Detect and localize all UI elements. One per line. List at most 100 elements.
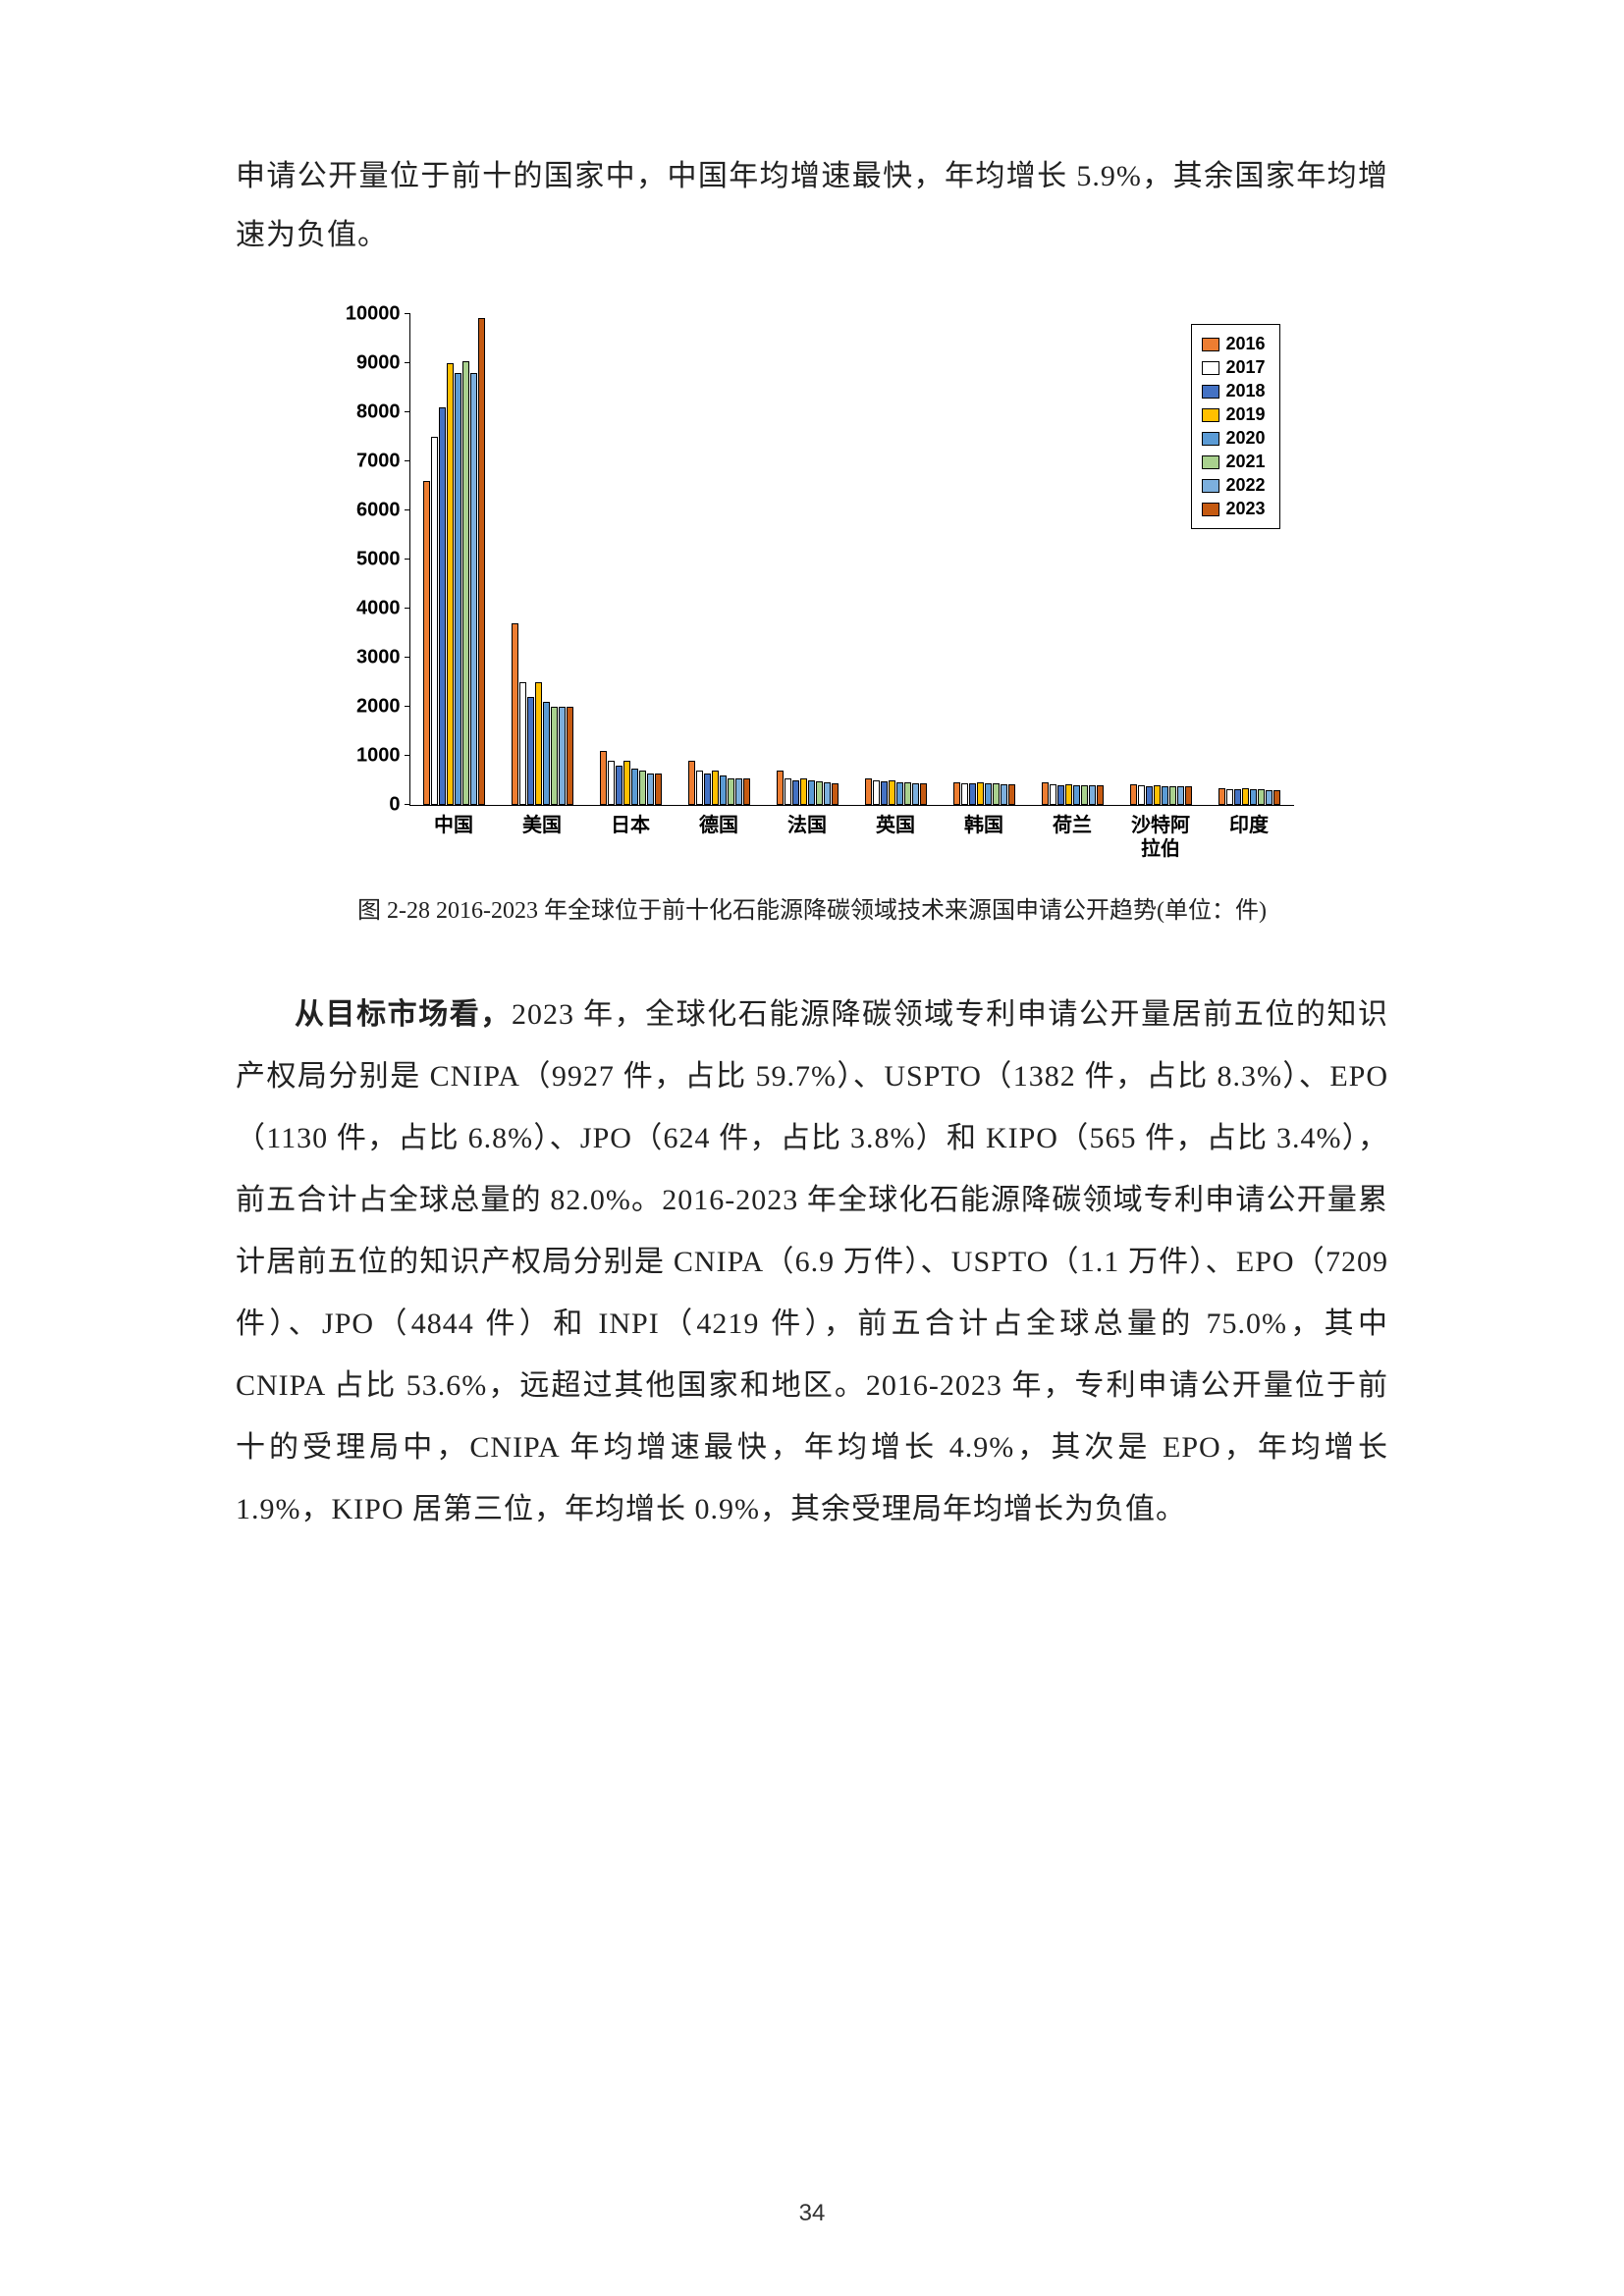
legend-label: 2020	[1225, 428, 1265, 449]
bar	[1154, 785, 1161, 805]
legend-label: 2021	[1225, 452, 1265, 472]
bar	[655, 774, 662, 806]
bar-group	[676, 314, 764, 805]
bar	[688, 761, 695, 805]
bar	[993, 783, 1000, 805]
bar	[1081, 785, 1088, 805]
bar	[985, 783, 992, 805]
bar	[1226, 789, 1233, 806]
body-text: 2023 年，全球化石能源降碳领域专利申请公开量居前五位的知识产权局分别是 CN…	[236, 998, 1388, 1525]
bar	[792, 780, 799, 805]
bar-group	[764, 314, 852, 805]
y-tick-label: 0	[389, 794, 409, 817]
x-tick-label: 荷兰	[1028, 814, 1116, 861]
x-tick-label: 印度	[1205, 814, 1293, 861]
body-paragraph: 从目标市场看，2023 年，全球化石能源降碳领域专利申请公开量居前五位的知识产权…	[236, 984, 1388, 1540]
x-tick-label: 韩国	[940, 814, 1028, 861]
bar	[631, 769, 638, 806]
bar-group	[499, 314, 587, 805]
bar	[904, 782, 911, 805]
bar	[889, 780, 895, 805]
chart-container: 20162017201820192020202120222023 0100020…	[321, 314, 1303, 861]
legend-entry: 2021	[1202, 452, 1265, 472]
bar	[808, 780, 815, 805]
bar	[912, 783, 919, 806]
legend-entry: 2019	[1202, 404, 1265, 425]
bar	[567, 707, 573, 805]
bar	[431, 437, 438, 805]
bar	[423, 481, 430, 805]
x-tick-label: 法国	[763, 814, 851, 861]
bar-group	[1029, 314, 1117, 805]
bar	[543, 702, 550, 805]
document-page: 申请公开量位于前十的国家中，中国年均增速最快，年均增长 5.9%，其余国家年均增…	[0, 0, 1624, 2296]
bar	[712, 771, 719, 805]
x-tick-label: 中国	[409, 814, 498, 861]
bar	[1146, 786, 1153, 806]
bar	[1138, 785, 1145, 805]
legend-label: 2022	[1225, 475, 1265, 496]
bar	[1273, 790, 1280, 806]
bar	[527, 697, 534, 805]
bar	[1042, 782, 1049, 805]
bar	[777, 771, 784, 805]
x-tick-label: 德国	[675, 814, 763, 861]
x-tick-label: 日本	[586, 814, 675, 861]
y-tick-label: 10000	[346, 303, 410, 326]
bar	[439, 407, 446, 805]
y-tick-label: 6000	[356, 500, 410, 522]
legend-label: 2019	[1225, 404, 1265, 425]
bar	[608, 761, 615, 805]
bar	[1258, 789, 1265, 805]
bar	[559, 707, 566, 805]
bar	[1065, 784, 1072, 806]
y-tick-label: 5000	[356, 549, 410, 571]
bar	[977, 782, 984, 805]
intro-paragraph: 申请公开量位于前十的国家中，中国年均增速最快，年均增长 5.9%，其余国家年均增…	[236, 147, 1388, 265]
bar	[1073, 785, 1080, 806]
lead-bold: 从目标市场看，	[295, 998, 512, 1031]
bar	[881, 781, 888, 805]
x-tick-label: 美国	[498, 814, 586, 861]
bar	[616, 766, 623, 805]
legend-entry: 2016	[1202, 334, 1265, 354]
bar	[1097, 785, 1104, 805]
x-tick-label: 沙特阿拉伯	[1116, 814, 1205, 861]
bar	[600, 751, 607, 805]
legend-swatch	[1202, 361, 1219, 375]
bar	[816, 781, 823, 805]
bar	[1177, 786, 1184, 805]
bar	[720, 775, 727, 805]
page-number: 34	[0, 2200, 1624, 2227]
bar	[1250, 789, 1257, 805]
bar	[1234, 789, 1241, 805]
bar	[1089, 785, 1096, 805]
y-tick-mark	[405, 362, 410, 364]
bar	[704, 774, 711, 806]
bar	[865, 778, 872, 806]
bar	[639, 771, 646, 805]
legend-entry: 2022	[1202, 475, 1265, 496]
bar	[647, 774, 654, 806]
bar	[447, 363, 454, 805]
bar	[735, 778, 742, 806]
bar-chart: 20162017201820192020202120222023 0100020…	[409, 314, 1294, 806]
legend-swatch	[1202, 385, 1219, 399]
y-tick-label: 3000	[356, 647, 410, 669]
x-tick-label: 英国	[851, 814, 940, 861]
legend-label: 2017	[1225, 357, 1265, 378]
legend-swatch	[1202, 455, 1219, 469]
bar	[1185, 786, 1192, 805]
y-tick-label: 4000	[356, 598, 410, 620]
bar	[1162, 786, 1168, 806]
y-tick-mark	[405, 509, 410, 511]
bar	[535, 682, 542, 805]
bar	[896, 782, 903, 806]
bar-group	[587, 314, 676, 805]
bar	[1242, 788, 1249, 805]
x-axis-labels: 中国美国日本德国法国英国韩国荷兰沙特阿拉伯印度	[409, 814, 1293, 861]
bar-group	[852, 314, 941, 805]
y-tick-mark	[405, 657, 410, 659]
bar	[478, 318, 485, 805]
legend-label: 2016	[1225, 334, 1265, 354]
